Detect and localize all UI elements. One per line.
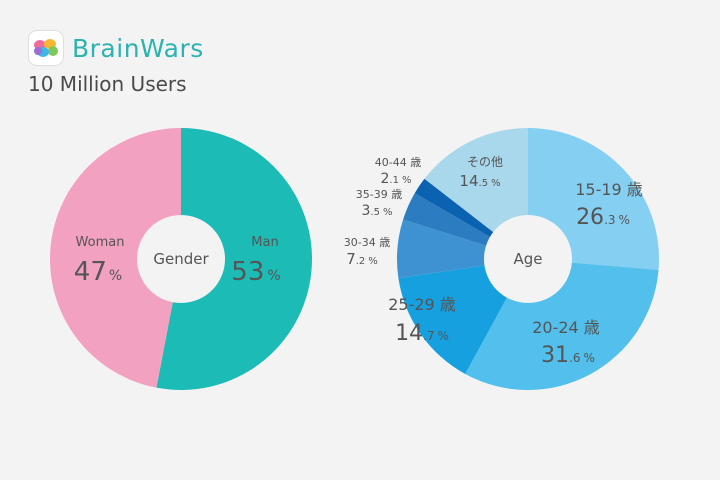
gender-man-label: Man <box>251 235 278 250</box>
age-center-label: Age <box>513 250 542 268</box>
age-other-value: 14.5% <box>459 172 500 190</box>
age-35-39-value: 3.5% <box>362 203 393 219</box>
age-other-value-unit: % <box>491 178 501 189</box>
gender-woman-value-number: 47 <box>74 257 107 287</box>
logo-row: BrainWars <box>28 30 204 66</box>
age-30-34-value-decimal: .2 <box>356 256 366 267</box>
age-30-34-value: 7.2% <box>346 250 378 268</box>
age-20-24-value-decimal: .6 <box>569 351 580 365</box>
age-40-44-value-unit: % <box>402 175 412 186</box>
age-40-44-label: 40-44 歳 <box>375 156 421 169</box>
age-30-34-label: 30-34 歳 <box>344 236 390 249</box>
age-25-29-value-unit: % <box>438 329 449 343</box>
age-25-29-label: 25-29 歳 <box>388 295 456 314</box>
age-other-value-main: 14 <box>459 172 478 190</box>
gender-donut-hole <box>137 215 225 303</box>
age-15-19-value-unit: % <box>619 213 630 227</box>
age-20-24-value-main: 31 <box>541 343 569 368</box>
age-25-29-value: 14.7% <box>395 321 449 346</box>
brainwars-logo-icon <box>28 30 64 66</box>
gender-pie <box>49 128 312 390</box>
gender-man-value-number: 53 <box>231 257 264 287</box>
gender-woman-value: 47% <box>74 257 122 287</box>
age-30-34-value-main: 7 <box>346 250 356 268</box>
age-20-24-label: 20-24 歳 <box>532 318 600 337</box>
age-40-44-value-main: 2 <box>381 171 390 187</box>
age-other-value-decimal: .5 <box>479 178 489 189</box>
age-35-39-value-unit: % <box>383 207 393 218</box>
gender-center-label: Gender <box>153 250 209 268</box>
age-35-39-value-main: 3 <box>362 203 371 219</box>
gender-slice-woman <box>49 128 181 388</box>
age-20-24-value-unit: % <box>584 351 595 365</box>
age-30-34-value-unit: % <box>368 256 378 267</box>
gender-man-value-unit: % <box>267 268 280 284</box>
age-donut-hole <box>484 215 572 303</box>
age-40-44-value: 2.1% <box>381 171 412 187</box>
age-35-39-label: 35-39 歳 <box>356 188 402 201</box>
gender-woman-label: Woman <box>76 235 125 250</box>
age-15-19-value: 26.3% <box>576 205 630 230</box>
age-25-29-value-decimal: .7 <box>423 329 434 343</box>
age-15-19-label: 15-19 歳 <box>575 180 643 199</box>
age-20-24-value: 31.6% <box>541 343 595 368</box>
subtitle: 10 Million Users <box>28 72 187 96</box>
age-35-39-value-decimal: .5 <box>370 207 380 218</box>
gender-slice-man <box>156 128 312 390</box>
age-15-19-value-decimal: .3 <box>604 213 615 227</box>
age-15-19-value-main: 26 <box>576 205 604 230</box>
header: BrainWars 10 Million Users <box>28 30 204 96</box>
age-40-44-value-decimal: .1 <box>389 175 399 186</box>
age-other-label: その他 <box>467 155 503 169</box>
age-25-29-value-main: 14 <box>395 321 423 346</box>
gender-woman-value-unit: % <box>109 268 122 284</box>
app-name: BrainWars <box>72 33 204 63</box>
gender-man-value: 53% <box>231 257 280 287</box>
